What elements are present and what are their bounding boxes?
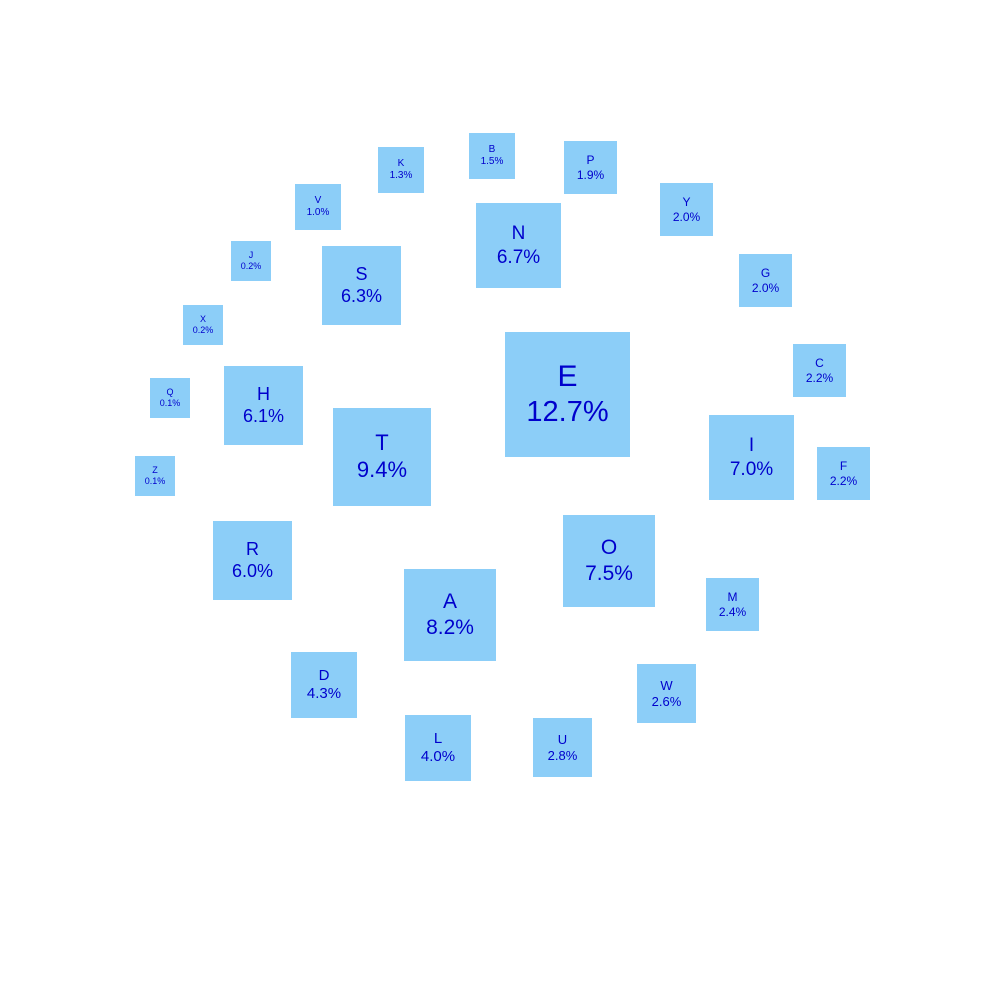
tile-letter-f: F	[839, 458, 848, 473]
tile-u: U 2.8%	[533, 718, 592, 777]
tile-d: D 4.3%	[291, 652, 357, 718]
tile-percent-y: 2.0%	[672, 209, 701, 224]
tile-percent-i: 7.0%	[729, 458, 774, 480]
tile-letter-t: T	[375, 430, 389, 456]
tile-m: M 2.4%	[706, 578, 759, 631]
tile-percent-n: 6.7%	[496, 246, 541, 268]
tile-percent-w: 2.6%	[651, 693, 682, 709]
tile-t: T 9.4%	[333, 408, 431, 506]
tile-percent-u: 2.8%	[547, 747, 578, 763]
tile-percent-s: 6.3%	[340, 285, 383, 306]
tile-letter-h: H	[257, 383, 270, 404]
tile-percent-q: 0.1%	[159, 398, 181, 408]
tile-percent-g: 2.0%	[751, 280, 780, 295]
tile-percent-r: 6.0%	[231, 560, 274, 581]
tile-percent-j: 0.2%	[240, 261, 262, 271]
tile-q: Q 0.1%	[150, 378, 190, 418]
tile-g: G 2.0%	[739, 254, 792, 307]
tile-letter-e: E	[557, 359, 578, 393]
tile-i: I 7.0%	[709, 415, 794, 500]
tile-percent-v: 1.0%	[306, 207, 330, 218]
tile-percent-k: 1.3%	[389, 170, 413, 181]
tile-l: L 4.0%	[405, 715, 471, 781]
tile-n: N 6.7%	[476, 203, 561, 288]
tile-percent-d: 4.3%	[306, 685, 342, 702]
tile-s: S 6.3%	[322, 246, 401, 325]
tile-h: H 6.1%	[224, 366, 303, 445]
tile-o: O 7.5%	[563, 515, 655, 607]
tile-a: A 8.2%	[404, 569, 496, 661]
tile-w: W 2.6%	[637, 664, 696, 723]
tile-y: Y 2.0%	[660, 183, 713, 236]
tile-percent-p: 1.9%	[576, 167, 605, 182]
tile-letter-n: N	[511, 223, 526, 245]
tile-letter-u: U	[557, 731, 568, 747]
tile-letter-z: Z	[152, 465, 158, 476]
tile-letter-c: C	[815, 355, 824, 370]
tile-letter-g: G	[760, 265, 771, 280]
tile-percent-m: 2.4%	[718, 604, 747, 619]
tile-letter-s: S	[355, 263, 368, 284]
tile-letter-b: B	[488, 143, 496, 155]
tile-letter-r: R	[246, 538, 259, 559]
tile-f: F 2.2%	[817, 447, 870, 500]
tile-percent-b: 1.5%	[480, 156, 504, 167]
tile-letter-d: D	[318, 666, 330, 684]
tile-z: Z 0.1%	[135, 456, 175, 496]
tile-e: E 12.7%	[505, 332, 630, 457]
tile-letter-l: L	[433, 729, 443, 747]
tile-j: J 0.2%	[231, 241, 271, 281]
tile-b: B 1.5%	[469, 133, 515, 179]
tile-letter-o: O	[600, 536, 618, 560]
tile-letter-q: Q	[166, 387, 174, 398]
tile-percent-z: 0.1%	[144, 476, 166, 486]
tile-percent-t: 9.4%	[356, 457, 408, 482]
tile-letter-j: J	[248, 250, 254, 261]
tile-r: R 6.0%	[213, 521, 292, 600]
tile-percent-l: 4.0%	[420, 748, 456, 765]
tile-percent-h: 6.1%	[242, 405, 285, 426]
tile-letter-p: P	[586, 152, 595, 167]
tile-c: C 2.2%	[793, 344, 846, 397]
tile-letter-i: I	[748, 435, 755, 457]
tile-percent-f: 2.2%	[829, 473, 858, 488]
tile-percent-x: 0.2%	[192, 325, 214, 335]
tile-percent-e: 12.7%	[526, 396, 609, 429]
tile-letter-a: A	[442, 590, 457, 614]
tile-percent-o: 7.5%	[585, 562, 633, 585]
tile-p: P 1.9%	[564, 141, 617, 194]
tile-letter-x: X	[199, 314, 206, 325]
tile-v: V 1.0%	[295, 184, 341, 230]
tile-x: X 0.2%	[183, 305, 223, 345]
tile-letter-v: V	[314, 194, 322, 206]
tile-letter-y: Y	[682, 194, 691, 209]
tile-letter-k: K	[397, 157, 405, 169]
tile-letter-w: W	[660, 677, 673, 693]
tile-k: K 1.3%	[378, 147, 424, 193]
tile-letter-m: M	[727, 589, 738, 604]
tile-percent-c: 2.2%	[805, 370, 834, 385]
tile-percent-a: 8.2%	[426, 616, 474, 639]
